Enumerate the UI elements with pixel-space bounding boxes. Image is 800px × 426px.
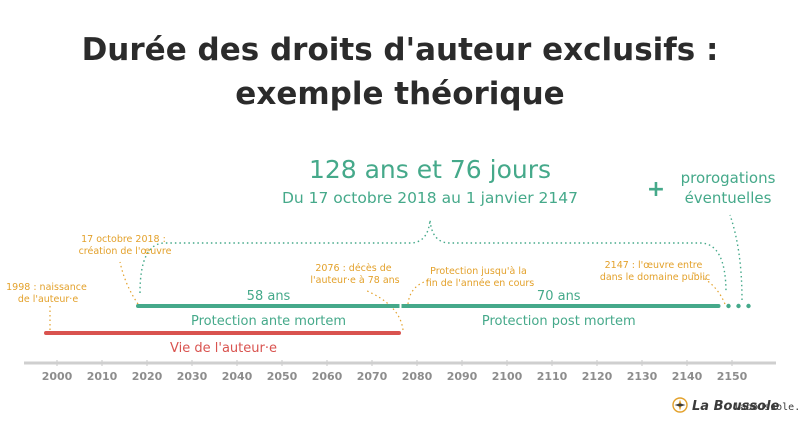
birth-annotation: 1998 : naissance de l'auteur·e [6, 282, 90, 305]
year-tick-label: 2090 [447, 370, 478, 383]
creation-annotation-line-2: création de l'œuvre [79, 246, 172, 257]
year-tick-label: 2130 [627, 370, 658, 383]
public-domain-annotation: 2147 : l'œuvre entre dans le domaine pub… [600, 260, 710, 283]
year-tick-label: 2000 [42, 370, 73, 383]
logo-name: La Boussole [692, 399, 780, 414]
creation-annotation: 17 octobre 2018 : création de l'œuvre [79, 234, 172, 257]
title-line-2: exemple théorique [235, 76, 564, 112]
year-tick-label: 2140 [672, 370, 703, 383]
year-tick-label: 2010 [87, 370, 118, 383]
year-tick-label: 2120 [582, 370, 613, 383]
year-tick-label: 2070 [357, 370, 388, 383]
duration-brace [139, 219, 727, 294]
death-annotation-line-1: 2076 : décès de [315, 263, 391, 274]
protection-end-annotation: Protection jusqu'à la fin de l'année en … [426, 266, 535, 289]
year-tick-label: 2040 [222, 370, 253, 383]
year-tick-label: 2020 [132, 370, 163, 383]
year-ticks: 2000 2010 2020 2030 2040 2050 2060 2070 2080 2090… [42, 360, 748, 383]
extension-line-2: éventuelles [685, 189, 772, 207]
logo-url: laboussole.coop [734, 402, 800, 413]
compass-icon [672, 397, 688, 413]
post-mortem-label: Protection post mortem [482, 314, 636, 329]
year-tick-label: 2110 [537, 370, 568, 383]
total-duration: 128 ans et 76 jours [309, 155, 551, 184]
protection-end-annotation-line-2: fin de l'année en cours [426, 278, 535, 289]
extension-dot [736, 303, 741, 309]
public-domain-annotation-line-1: 2147 : l'œuvre entre [605, 260, 703, 271]
public-domain-annotation-line-2: dans le domaine public [600, 272, 710, 283]
protection-end-connector [407, 279, 431, 305]
year-tick-label: 2100 [492, 370, 523, 383]
life-label: Vie de l'auteur·e [170, 341, 277, 356]
extension-connector [729, 214, 743, 301]
extension-dots [726, 303, 751, 309]
title-line-1: Durée des droits d'auteur exclusifs : [82, 32, 719, 68]
birth-annotation-line-2: de l'auteur·e [18, 294, 79, 305]
death-annotation-line-2: l'auteur·e à 78 ans [310, 275, 399, 286]
plus-sign: + [647, 177, 665, 202]
death-connector [364, 289, 404, 331]
extension-line-1: prorogations [681, 169, 776, 187]
logo: La Boussole laboussole.coop [672, 397, 800, 414]
ante-mortem-years: 58 ans [247, 289, 291, 304]
extension-dot [746, 303, 751, 309]
protection-end-annotation-line-1: Protection jusqu'à la [430, 266, 527, 277]
year-tick-label: 2150 [717, 370, 748, 383]
ante-mortem-label: Protection ante mortem [191, 314, 346, 329]
year-tick-label: 2060 [312, 370, 343, 383]
creation-connector [119, 261, 139, 305]
extension-dot [726, 303, 731, 309]
death-annotation: 2076 : décès de l'auteur·e à 78 ans [310, 263, 399, 286]
year-tick-label: 2050 [267, 370, 298, 383]
year-tick-label: 2080 [402, 370, 433, 383]
post-mortem-years: 70 ans [537, 289, 581, 304]
creation-annotation-line-1: 17 octobre 2018 : [81, 234, 166, 245]
birth-annotation-line-1: 1998 : naissance [6, 282, 87, 293]
year-tick-label: 2030 [177, 370, 208, 383]
duration-range: Du 17 octobre 2018 au 1 janvier 2147 [282, 189, 578, 207]
